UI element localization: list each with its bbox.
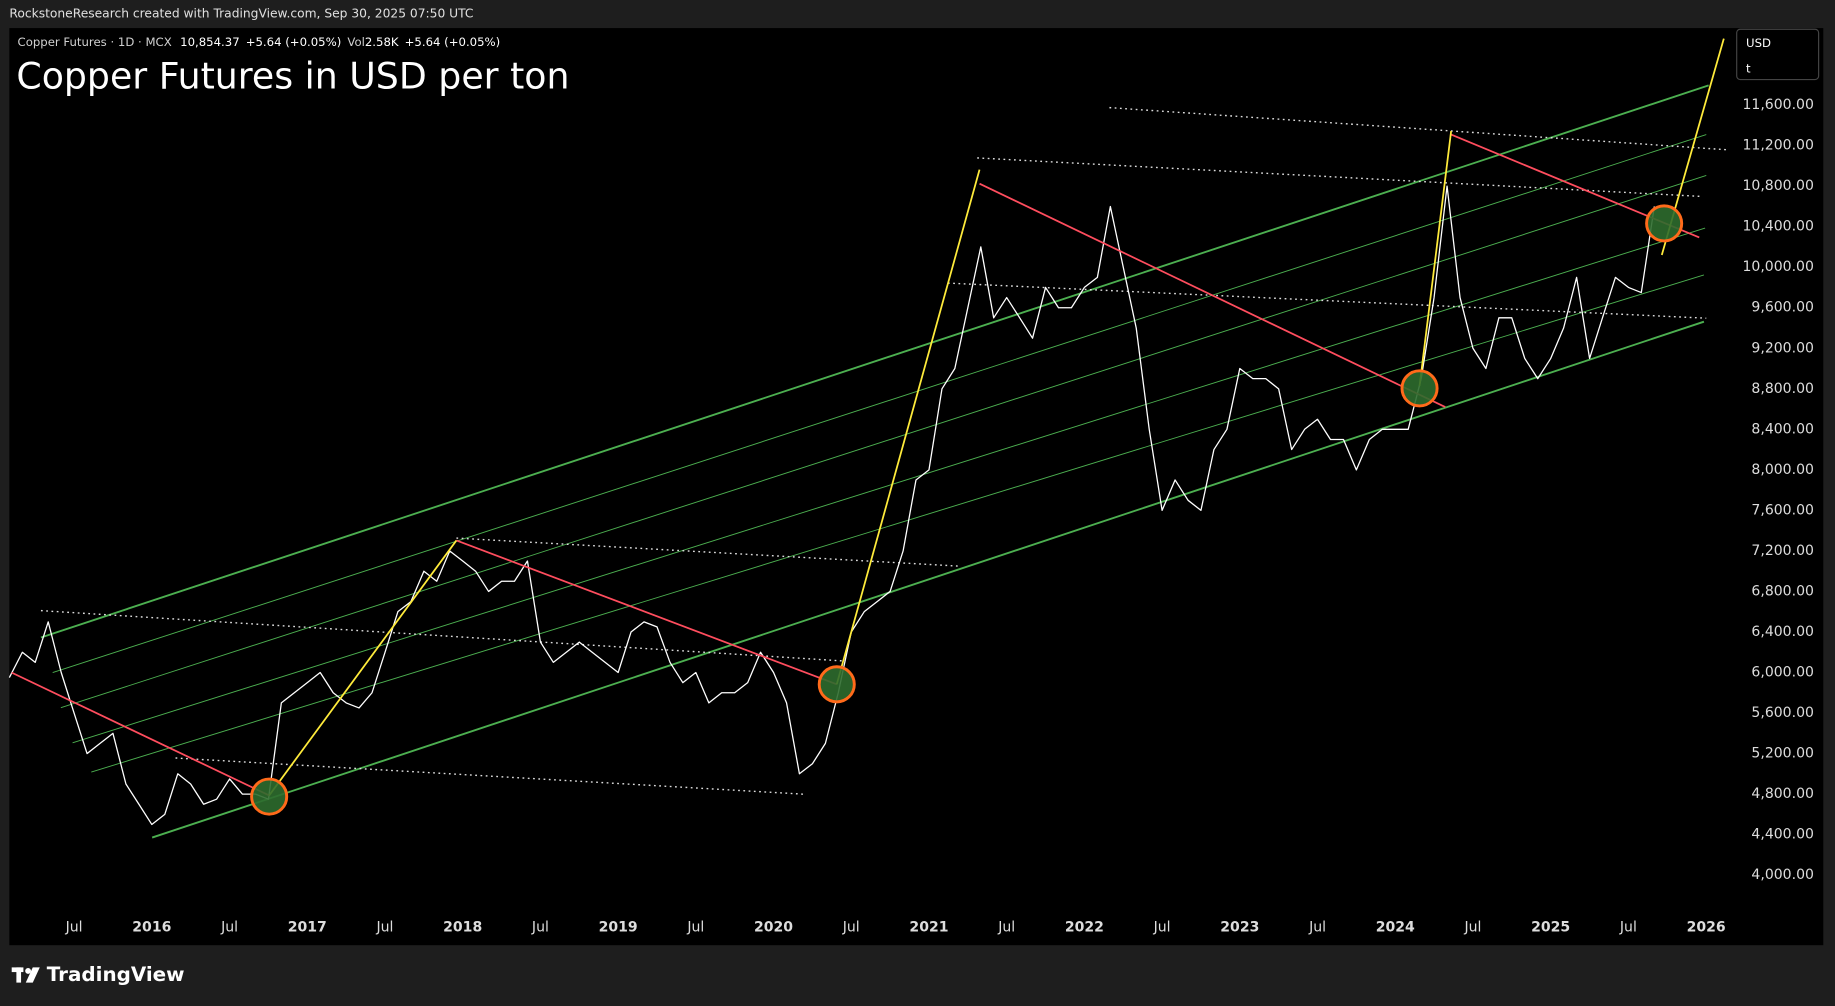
x-tick-label: 2019: [599, 920, 638, 936]
vol-change: +5.64 (+0.05%): [405, 35, 501, 49]
x-tick-label: Jul: [1308, 920, 1326, 936]
unit: t: [1746, 62, 1751, 76]
downtrend: [979, 182, 1446, 408]
x-tick-label: 2022: [1065, 920, 1104, 936]
breakout-circle: [1645, 204, 1684, 243]
drawings: [40, 84, 1727, 839]
logo-part: [25, 967, 40, 983]
x-tick-label: 2025: [1531, 920, 1570, 936]
y-tick-label: 10,400.00: [1742, 219, 1813, 235]
x-tick-label: 2023: [1220, 920, 1259, 936]
y-tick-label: 9,200.00: [1751, 340, 1813, 356]
currency-box[interactable]: [1736, 28, 1820, 81]
x-tick-label: Jul: [997, 920, 1015, 936]
channel: [40, 84, 1709, 839]
x-tick-label: Jul: [531, 920, 549, 936]
channel-line: [72, 227, 1706, 744]
x-tick-label: Jul: [220, 920, 238, 936]
uptrend: [1418, 130, 1453, 387]
x-tick-label: 2016: [132, 920, 171, 936]
channel-line: [40, 84, 1709, 639]
levels: [40, 106, 1727, 795]
vol-label: Vol: [347, 35, 365, 49]
logo-part: [25, 967, 32, 974]
y-tick-label: 4,000.00: [1751, 867, 1813, 883]
x-tick-label: 2021: [909, 920, 948, 936]
x-tick-label: 2018: [443, 920, 482, 936]
brand-logo: [11, 967, 40, 983]
x-tick-label: Jul: [686, 920, 704, 936]
level-line: [40, 609, 843, 662]
x-tick-label: Jul: [65, 920, 83, 936]
y-tick-label: 8,800.00: [1751, 381, 1813, 397]
y-tick-label: 10,000.00: [1742, 259, 1813, 275]
x-tick-label: 2024: [1376, 920, 1415, 936]
vol: 2.58K: [365, 35, 399, 49]
breakout-circle: [1400, 369, 1439, 408]
level-line: [947, 282, 1707, 319]
y-tick-label: 11,600.00: [1742, 97, 1813, 113]
y-tick-label: 6,800.00: [1751, 583, 1813, 599]
y-tick-label: 4,800.00: [1751, 786, 1813, 802]
last-price: 10,854.37: [180, 35, 239, 49]
brand: TradingView: [47, 963, 185, 986]
x-tick-label: 2026: [1687, 920, 1726, 936]
x-tick-label: Jul: [1463, 920, 1481, 936]
logo-part: [16, 967, 22, 983]
y-tick-label: 8,400.00: [1751, 421, 1813, 437]
breakout-circle: [250, 777, 289, 816]
plot: [8, 185, 1655, 826]
channel-line: [60, 175, 1707, 709]
source-line: RockstoneResearch created with TradingVi…: [9, 7, 473, 21]
x-tick-label: Jul: [1619, 920, 1637, 936]
downtrends: [11, 133, 1700, 797]
y-tick-label: 10,800.00: [1742, 178, 1813, 194]
y-tick-label: 5,200.00: [1751, 746, 1813, 762]
legend-line: Copper Futures · 1D · MCX 10,854.37 +5.6…: [18, 35, 501, 49]
breakouts: [250, 204, 1684, 816]
breakout-circle: [817, 665, 856, 704]
uptrend: [268, 539, 458, 796]
y-tick-label: 9,600.00: [1751, 300, 1813, 316]
price-line: [8, 185, 1655, 826]
y-tick-label: 6,400.00: [1751, 624, 1813, 640]
chart-title: Copper Futures in USD per ton: [16, 54, 569, 97]
x-tick-label: Jul: [376, 920, 394, 936]
x-tick-label: Jul: [1153, 920, 1171, 936]
downtrend: [456, 539, 838, 686]
y-tick-label: 7,600.00: [1751, 502, 1813, 518]
y-tick-label: 4,400.00: [1751, 827, 1813, 843]
drawings-top: [11, 38, 1725, 816]
symbol: Copper Futures · 1D · MCX: [18, 35, 172, 49]
channel-line: [151, 320, 1705, 839]
y-tick-label: 7,200.00: [1751, 543, 1813, 559]
y-tick-label: 11,200.00: [1742, 138, 1813, 154]
channel-line: [91, 274, 1705, 773]
downtrend: [11, 671, 270, 797]
currency: USD: [1746, 36, 1771, 50]
x-tick-label: Jul: [842, 920, 860, 936]
chart-pane: [9, 28, 1824, 946]
change: +5.64 (+0.05%): [246, 35, 342, 49]
x-tick-label: 2017: [288, 920, 327, 936]
y-tick-label: 6,000.00: [1751, 665, 1813, 681]
x-tick-label: 2020: [754, 920, 793, 936]
y-tick-label: 5,600.00: [1751, 705, 1813, 721]
y-tick-label: 8,000.00: [1751, 462, 1813, 478]
channel-line: [52, 134, 1707, 674]
uptrend: [835, 169, 981, 685]
